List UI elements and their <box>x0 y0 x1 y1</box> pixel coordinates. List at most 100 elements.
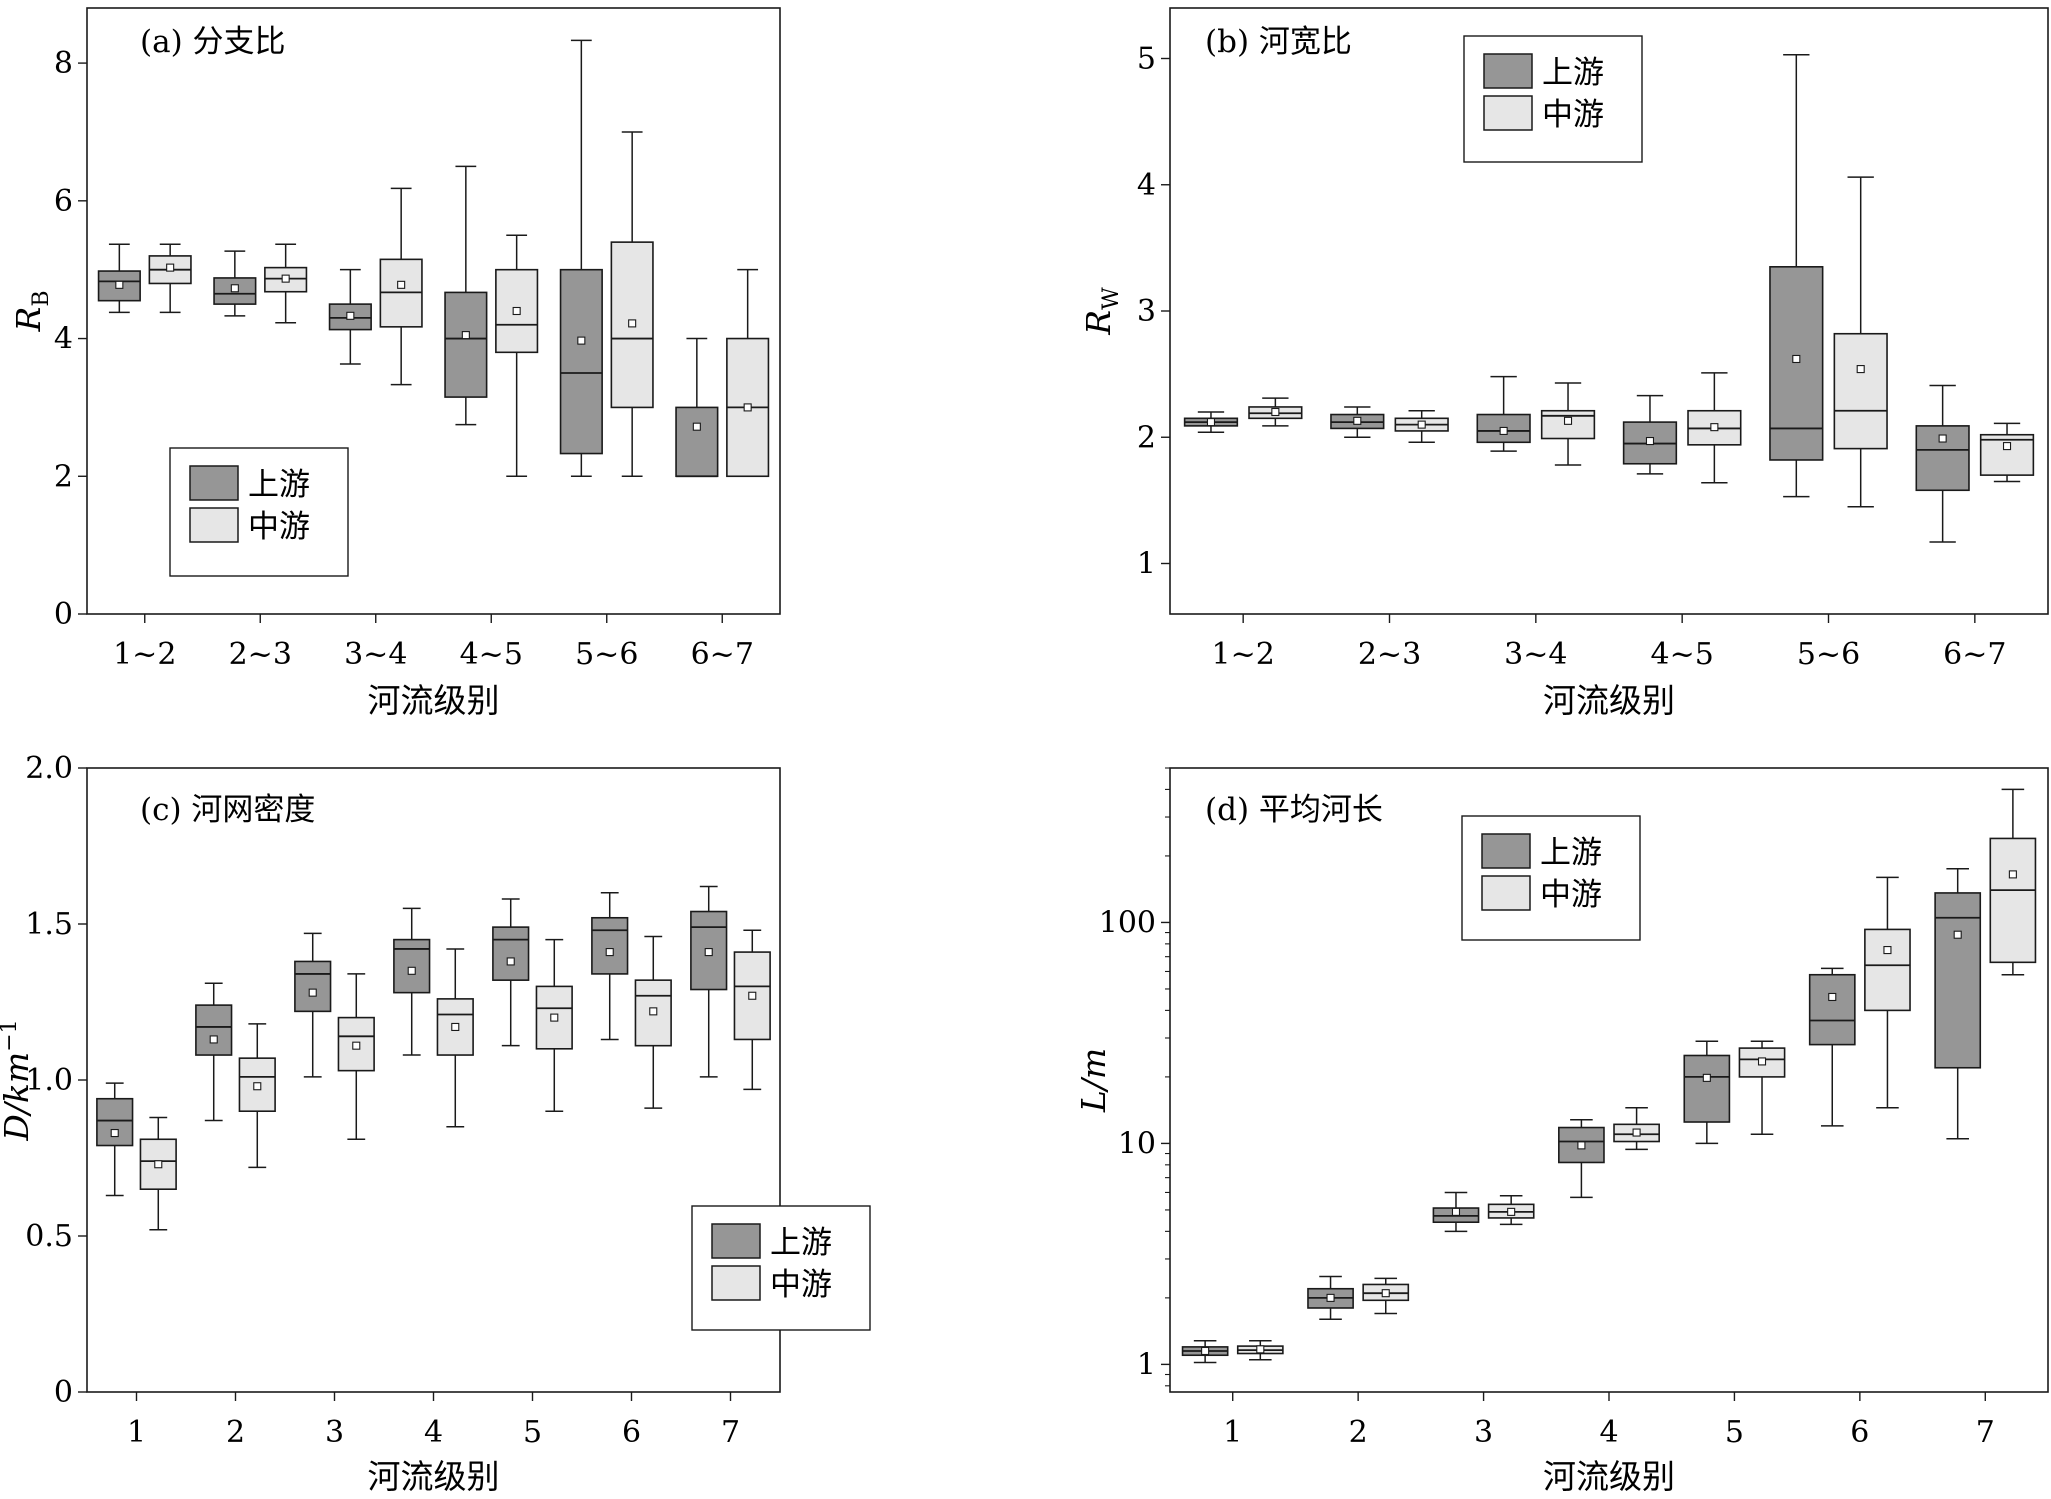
legend-label-midstream: 中游 <box>1542 97 1604 133</box>
box-mean-marker <box>1499 426 1508 435</box>
midstream-box-6 <box>726 268 770 478</box>
box-mean-marker <box>1792 354 1801 364</box>
upstream-box-4 <box>444 165 488 426</box>
x-tick-label: 1~2 <box>113 637 176 672</box>
x-tick-label: 7 <box>1976 1415 1995 1450</box>
legend-label-midstream: 中游 <box>1540 877 1602 913</box>
box-iqr <box>559 268 603 455</box>
box-mean-marker <box>743 403 752 412</box>
box-mean-marker <box>1757 1057 1767 1066</box>
midstream-box-5 <box>1833 176 1888 508</box>
box-mean-marker <box>577 336 586 345</box>
y-tick-label: 4 <box>1137 168 1156 203</box>
box-mean-marker <box>1353 416 1362 425</box>
box-mean-marker <box>166 263 175 272</box>
box-iqr <box>1808 973 1856 1046</box>
box-iqr <box>492 926 530 981</box>
box-mean-marker <box>1856 365 1865 374</box>
upstream-box-2 <box>1330 406 1385 438</box>
panel-title: (c) 河网密度 <box>140 792 315 828</box>
y-tick-label: 3 <box>1137 294 1156 329</box>
midstream-box-3 <box>1487 1194 1535 1226</box>
midstream-box-4 <box>1613 1107 1660 1151</box>
x-tick-label: 3 <box>1474 1415 1493 1450</box>
x-tick-label: 3~4 <box>344 637 407 672</box>
y-tick-label: 2.0 <box>25 751 73 786</box>
box-mean-marker <box>407 966 416 975</box>
upstream-box-6 <box>1808 967 1856 1127</box>
panel-title: (a) 分支比 <box>140 24 286 60</box>
box-iqr <box>1833 332 1888 450</box>
plot-frame <box>86 7 781 615</box>
box-mean-marker <box>154 1160 163 1169</box>
y-axis-label: L/m <box>1074 1048 1113 1113</box>
legend-label-upstream: 上游 <box>248 467 310 503</box>
legend-swatch-upstream <box>711 1223 761 1259</box>
box-mean-marker <box>1645 436 1655 446</box>
x-tick-label: 6~7 <box>691 637 754 672</box>
box-iqr <box>1979 433 2035 476</box>
box-mean-marker <box>512 306 521 316</box>
upstream-box-5 <box>1683 1040 1731 1145</box>
upstream-box-3 <box>1476 375 1531 452</box>
x-tick-label: 4 <box>424 1415 443 1450</box>
legend-label-midstream: 中游 <box>770 1267 832 1303</box>
x-tick-label: 1 <box>127 1415 146 1450</box>
y-axis-label: RB <box>9 290 54 332</box>
box-mean-marker <box>1710 423 1719 432</box>
y-tick-label: 1 <box>1137 1347 1156 1382</box>
box-iqr <box>591 916 629 975</box>
x-axis-label: 河流级别 <box>368 681 500 720</box>
x-tick-label: 5~6 <box>1797 637 1860 672</box>
legend-swatch-midstream <box>1481 875 1531 911</box>
midstream-box-1 <box>148 243 192 314</box>
y-axis-label-main: R <box>9 307 48 333</box>
box-iqr <box>1934 892 1982 1069</box>
box-mean-marker <box>748 991 757 1000</box>
upstream-box-2 <box>195 982 233 1122</box>
midstream-box-2 <box>264 243 308 324</box>
x-axis-label: 河流级别 <box>1543 1457 1675 1494</box>
legend-label-midstream: 中游 <box>248 509 310 545</box>
box-mean-marker <box>1828 992 1837 1002</box>
panel-title: (d) 平均河长 <box>1205 792 1383 828</box>
upstream-box-4 <box>1622 394 1678 475</box>
box-mean-marker <box>1451 1207 1461 1216</box>
upstream-box-7 <box>1934 867 1982 1140</box>
box-mean-marker <box>461 331 470 340</box>
upstream-box-7 <box>690 885 728 1078</box>
upstream-box-4 <box>1558 1118 1605 1199</box>
x-tick-label: 5 <box>523 1415 542 1450</box>
legend-swatch-upstream <box>1483 53 1533 89</box>
box-mean-marker <box>352 1041 361 1050</box>
box-mean-marker <box>649 1007 658 1016</box>
x-tick-label: 5~6 <box>575 637 638 672</box>
y-axis-label-subscript: B <box>29 290 54 306</box>
y-tick-label: 0.5 <box>25 1219 73 1254</box>
upstream-box-1 <box>96 1082 134 1197</box>
box-mean-marker <box>115 280 124 289</box>
midstream-box-6 <box>1864 876 1911 1109</box>
box-mean-marker <box>1256 1345 1265 1354</box>
box-iqr <box>444 291 488 398</box>
x-tick-label: 6 <box>622 1415 641 1450</box>
y-axis-label: RW <box>1079 287 1124 336</box>
y-tick-label: 0 <box>54 1375 73 1410</box>
midstream-box-1 <box>139 1116 177 1231</box>
upstream-box-2 <box>1307 1275 1354 1321</box>
box-mean-marker <box>209 1035 218 1044</box>
upstream-box-5 <box>559 39 603 478</box>
legend-swatch-midstream <box>1483 95 1533 131</box>
box-iqr <box>195 1004 233 1056</box>
midstream-box-2 <box>1362 1277 1410 1315</box>
box-mean-marker <box>2008 870 2017 879</box>
midstream-box-3 <box>379 187 423 386</box>
y-tick-label: 1.0 <box>25 1063 73 1098</box>
box-mean-marker <box>281 274 290 283</box>
legend-label-upstream: 上游 <box>1540 835 1602 871</box>
